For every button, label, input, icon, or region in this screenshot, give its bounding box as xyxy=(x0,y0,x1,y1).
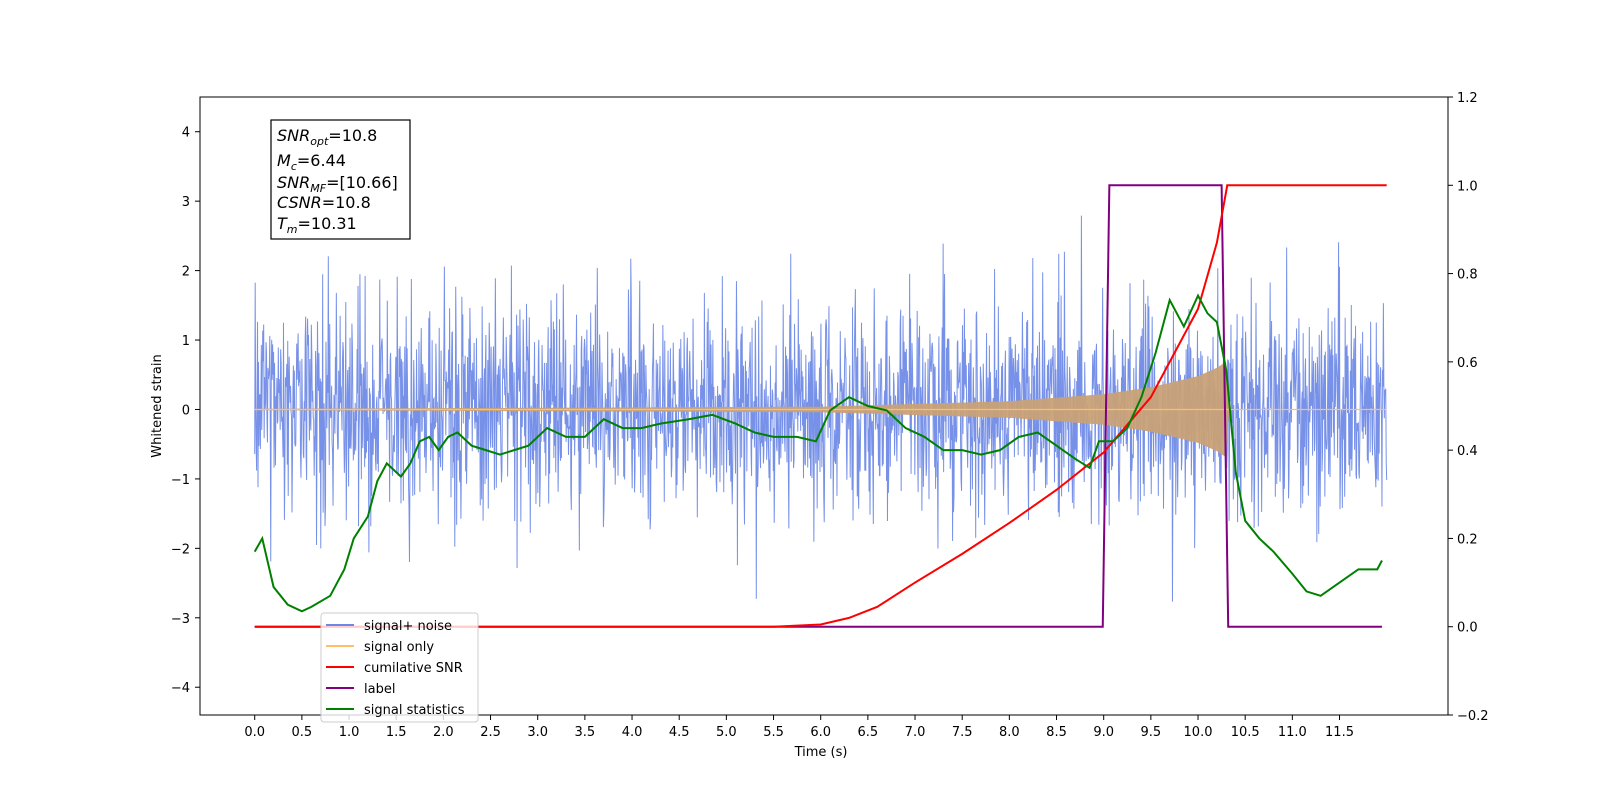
info-snr-opt: SNRopt=10.8 xyxy=(277,126,377,148)
y-left-tick-label: 4 xyxy=(182,126,190,141)
cumulative-snr-line xyxy=(254,184,1387,628)
y-left-tick-label: 3 xyxy=(182,195,190,210)
y-left-tick-label: 0 xyxy=(182,403,190,418)
legend: signal+ noise signal only cumilative SNR… xyxy=(320,612,479,723)
x-tick-label: 4.5 xyxy=(669,725,690,740)
plot-frame xyxy=(199,96,1449,716)
x-tick-label: 0.5 xyxy=(292,725,313,740)
x-tick-label: 6.5 xyxy=(858,725,879,740)
x-tick-label: 2.0 xyxy=(433,725,454,740)
x-tick-label: 2.5 xyxy=(480,725,501,740)
y-right-tick-label: 0.6 xyxy=(1457,356,1478,371)
legend-item-label: label xyxy=(326,682,395,697)
legend-item-cumulative-snr: cumilative SNR xyxy=(326,661,463,676)
y-right-tick-label: 0.0 xyxy=(1457,621,1478,636)
x-tick-label: 1.0 xyxy=(339,725,360,740)
legend-item-signal-noise: signal+ noise xyxy=(326,619,452,634)
x-tick-label: 9.5 xyxy=(1141,725,1162,740)
info-chirp-mass: Mc=6.44 xyxy=(277,151,346,173)
info-merger-time: Tm=10.31 xyxy=(277,214,357,236)
x-tick-label: 8.0 xyxy=(999,725,1020,740)
y-left-tick-label: −2 xyxy=(171,542,190,557)
y-right-tick-label: 0.8 xyxy=(1457,268,1478,283)
x-axis-ticks: 0.0 0.5 1.0 1.5 2.0 2.5 3.0 3.5 4.0 4.5 5.0 5.5 6.0 6… xyxy=(244,715,1354,740)
x-tick-label: 7.5 xyxy=(952,725,973,740)
info-csnr: CSNR=10.8 xyxy=(277,193,371,212)
legend-label: label xyxy=(364,682,395,697)
y-right-tick-label: −0.2 xyxy=(1457,709,1489,724)
y-left-tick-label: −4 xyxy=(171,681,190,696)
legend-label: signal statistics xyxy=(364,703,465,718)
x-tick-label: 3.0 xyxy=(527,725,548,740)
legend-label: signal only xyxy=(364,640,434,655)
x-tick-label: 5.5 xyxy=(763,725,784,740)
y-right-tick-label: 1.2 xyxy=(1457,91,1478,106)
x-tick-label: 1.5 xyxy=(386,725,407,740)
x-tick-label: 9.0 xyxy=(1093,725,1114,740)
left-y-axis-ticks: 4 3 2 1 0 −1 −2 −3 −4 xyxy=(171,126,200,696)
x-tick-label: 10.0 xyxy=(1184,725,1213,740)
legend-label: cumilative SNR xyxy=(364,661,463,676)
y-left-tick-label: 2 xyxy=(182,265,190,280)
info-box: SNRopt=10.8 Mc=6.44 SNRMF=[10.66] CSNR=1… xyxy=(270,119,411,240)
x-tick-label: 6.0 xyxy=(810,725,831,740)
y-left-tick-label: −1 xyxy=(171,473,190,488)
y-left-tick-label: 1 xyxy=(182,334,190,349)
x-axis-label: Time (s) xyxy=(794,745,848,760)
legend-item-signal-statistics: signal statistics xyxy=(326,703,465,718)
label-line xyxy=(254,184,1382,628)
x-tick-label: 11.0 xyxy=(1278,725,1307,740)
x-tick-label: 3.5 xyxy=(575,725,596,740)
right-y-axis-ticks: 1.2 1.0 0.8 0.6 0.4 0.2 0.0 −0.2 xyxy=(1448,91,1489,724)
left-y-axis-label: Whitened strain xyxy=(150,354,165,457)
x-tick-label: 4.0 xyxy=(622,725,643,740)
y-right-tick-label: 1.0 xyxy=(1457,179,1478,194)
x-tick-label: 11.5 xyxy=(1325,725,1354,740)
x-tick-label: 5.0 xyxy=(716,725,737,740)
y-right-tick-label: 0.4 xyxy=(1457,444,1478,459)
x-tick-label: 8.5 xyxy=(1046,725,1067,740)
y-right-tick-label: 0.2 xyxy=(1457,532,1478,547)
legend-label: signal+ noise xyxy=(364,619,452,634)
x-tick-label: 0.0 xyxy=(244,725,265,740)
info-snr-mf: SNRMF=[10.66] xyxy=(277,173,398,195)
legend-item-signal-only: signal only xyxy=(326,640,434,655)
y-left-tick-label: −3 xyxy=(171,612,190,627)
signal-statistics-line xyxy=(253,293,1383,613)
plot-area xyxy=(253,184,1388,628)
x-tick-label: 10.5 xyxy=(1231,725,1260,740)
x-tick-label: 7.0 xyxy=(905,725,926,740)
